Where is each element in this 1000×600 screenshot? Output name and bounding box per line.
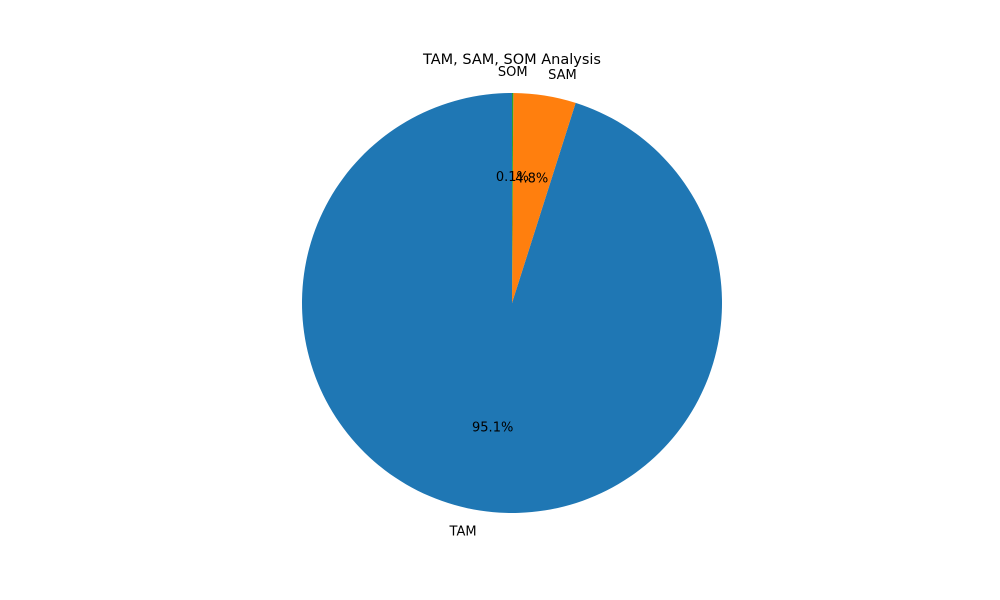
percent-label-sam: 4.8%	[515, 172, 548, 187]
slice-label-tam: TAM	[449, 524, 477, 539]
slice-sam	[512, 93, 576, 303]
slice-som	[512, 93, 514, 303]
slice-label-sam: SAM	[548, 68, 577, 83]
percent-label-tam: 95.1%	[472, 421, 513, 436]
slice-label-som: SOM	[498, 65, 528, 80]
slice-tam	[302, 93, 723, 513]
chart-title: TAM, SAM, SOM Analysis	[422, 52, 601, 68]
percent-label-som: 0.1%	[496, 170, 529, 185]
pie-slices	[302, 93, 723, 513]
pie-labels: TAM 95.1% SAM 4.8% SOM 0.1%	[449, 65, 577, 539]
